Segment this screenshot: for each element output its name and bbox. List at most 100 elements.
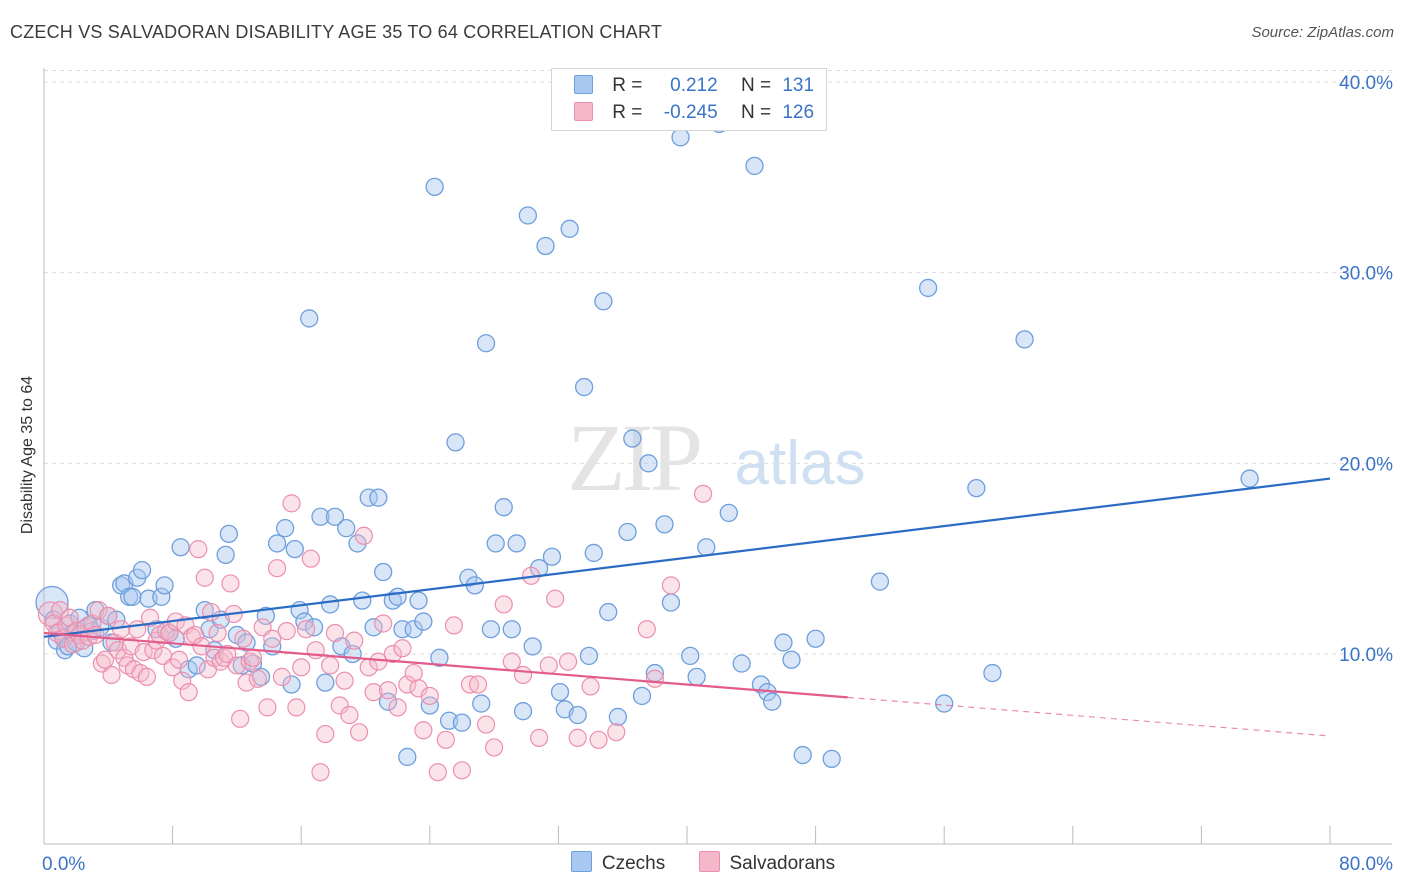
- salvadoran-point: [282, 494, 301, 513]
- y-tick-label: 30.0%: [1339, 264, 1393, 285]
- czech-point: [152, 587, 171, 606]
- salvadoran-point: [436, 730, 455, 749]
- czech-point: [476, 334, 496, 353]
- legend-item-salvadorans[interactable]: Salvadorans: [698, 851, 836, 875]
- czech-point: [398, 747, 417, 767]
- trend-lines: [43, 477, 1331, 737]
- salvadoran-point: [112, 620, 131, 639]
- salvadoran-point: [316, 724, 335, 744]
- y-tick-label: 40.0%: [1339, 73, 1393, 94]
- legend-r-label: R =: [612, 102, 643, 123]
- czech-point: [536, 236, 555, 256]
- salvadoran-point: [494, 595, 513, 614]
- czech-point: [560, 219, 579, 238]
- czech-point: [425, 177, 444, 197]
- czech-point: [518, 206, 538, 225]
- salvadoran-point: [176, 616, 195, 635]
- czech-point: [732, 654, 751, 673]
- salvadoran-point: [311, 763, 330, 782]
- salvadoran-point: [568, 728, 587, 747]
- czech-point: [348, 534, 367, 553]
- salvadoran-point: [292, 658, 311, 677]
- czech-point: [618, 522, 637, 542]
- czech-point: [542, 547, 562, 566]
- legend-label-salvadorans: Salvadorans: [729, 853, 836, 874]
- salvadoran-point: [163, 658, 182, 677]
- czech-point: [574, 377, 594, 397]
- czech-point: [123, 587, 142, 606]
- salvadoran-point: [369, 652, 388, 671]
- salvadoran-point: [485, 738, 504, 757]
- salvadoran-point: [173, 671, 192, 690]
- czech-point: [155, 576, 174, 595]
- czech-point: [409, 591, 428, 610]
- czech-point: [374, 562, 393, 582]
- salvadoran-trend-line: [43, 631, 848, 699]
- salvadoran-point: [263, 629, 282, 648]
- czech-point: [822, 749, 841, 769]
- czech-point: [359, 488, 378, 507]
- czech-point: [507, 534, 526, 553]
- salvadoran-point: [277, 622, 296, 641]
- salvadoran-point: [237, 673, 256, 692]
- czech-point: [1015, 330, 1034, 349]
- czech-point: [745, 156, 764, 176]
- series-salvadorans: [37, 484, 713, 782]
- czech-point: [719, 503, 738, 523]
- salvadoran-point: [581, 677, 600, 696]
- salvadoran-point: [354, 526, 373, 545]
- czech-point: [420, 696, 439, 715]
- legend-n-value: 126: [782, 102, 815, 123]
- salvadoran-point: [428, 763, 447, 782]
- salvadoran-point: [340, 705, 359, 725]
- czech-point: [671, 128, 690, 147]
- legend-r-value: -0.245: [663, 102, 718, 123]
- salvadoran-point: [374, 614, 393, 633]
- czech-point: [414, 612, 433, 631]
- czech-point: [502, 620, 521, 639]
- salvadoran-point: [502, 652, 521, 671]
- y-tick-label: 10.0%: [1339, 645, 1393, 666]
- czech-point: [967, 478, 986, 498]
- salvadoran-point: [137, 667, 156, 686]
- x-tick-label: 80.0%: [1339, 854, 1393, 875]
- czech-point: [697, 538, 716, 557]
- legend-r-label: R =: [612, 75, 643, 96]
- czech-point: [632, 686, 652, 706]
- czech-point: [513, 702, 533, 721]
- czech-point: [608, 707, 628, 727]
- czech-point: [75, 639, 94, 658]
- legend-label-czechs: Czechs: [601, 853, 666, 874]
- czech-point: [219, 524, 239, 544]
- salvadoran-point: [248, 669, 267, 688]
- salvadoran-point: [287, 698, 306, 717]
- salvadoran-point: [637, 620, 656, 639]
- salvadoran-point: [301, 549, 320, 568]
- salvadoran-point: [558, 652, 578, 671]
- y-axis-label: Disability Age 35 to 64: [19, 375, 36, 535]
- watermark: ZIP atlas: [567, 404, 865, 511]
- salvadoran-point: [546, 589, 565, 608]
- czech-point: [195, 600, 214, 620]
- legend-swatch-salvadorans: [574, 102, 593, 121]
- salvadoran-point: [539, 656, 558, 675]
- czech-point: [983, 663, 1002, 683]
- czech-point: [655, 515, 674, 534]
- czech-point: [494, 498, 513, 517]
- czech-point: [584, 543, 603, 563]
- legend-item-czechs[interactable]: Czechs: [570, 851, 666, 875]
- salvadoran-point: [398, 675, 417, 694]
- czech-point: [782, 650, 801, 669]
- watermark-atlas: atlas: [735, 429, 866, 498]
- salvadoran-point: [345, 631, 364, 650]
- grid-lines: [44, 70, 1392, 655]
- czech-point: [918, 278, 938, 298]
- axes: [43, 68, 1392, 845]
- czech-point: [568, 705, 587, 725]
- czech-point: [806, 629, 825, 648]
- stats-legend: R = 0.212 N = 131 R = -0.245 N = 126: [551, 68, 827, 131]
- x-tick-label: 0.0%: [42, 854, 85, 875]
- czech-point: [430, 648, 449, 667]
- salvadoran-point: [169, 650, 189, 669]
- czech-point: [1240, 469, 1259, 488]
